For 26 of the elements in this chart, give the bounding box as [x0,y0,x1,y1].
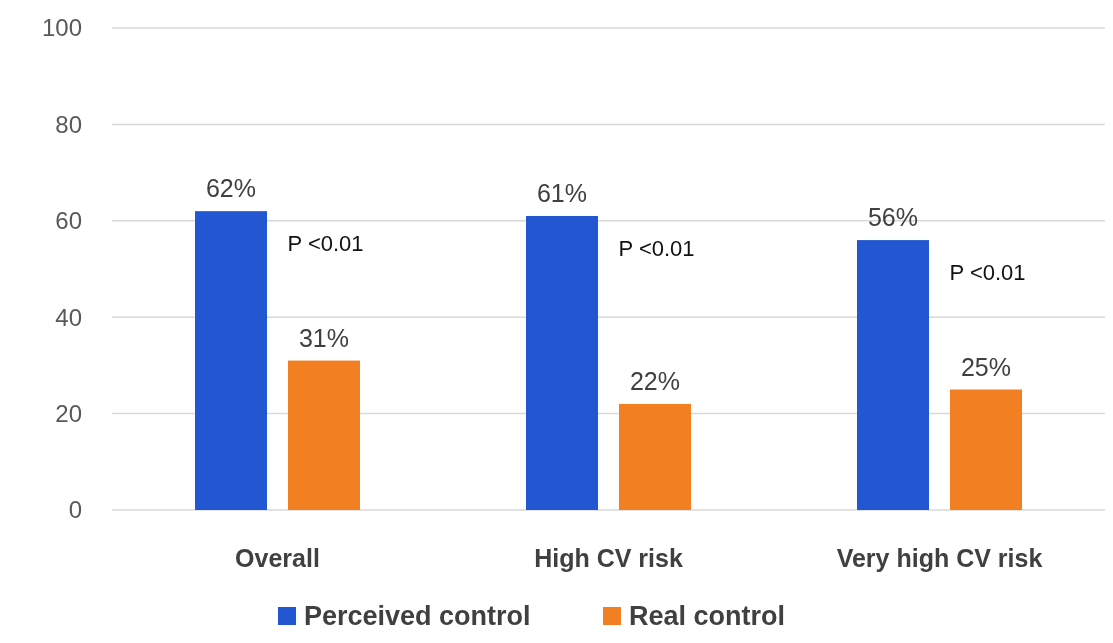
y-tick-label: 60 [55,207,82,235]
data-label: 62% [205,174,257,203]
legend-label: Perceived control [304,601,531,632]
annotation: P <0.01 [618,235,695,261]
y-tick-label: 80 [55,110,82,138]
data-label: 31% [298,323,350,352]
data-label: 61% [536,178,588,207]
annotation: P <0.01 [949,259,1026,285]
y-tick-label: 40 [55,303,82,331]
x-tick-label: Overall [235,544,320,572]
bar [619,403,691,510]
bar [288,360,360,510]
bar [857,240,929,510]
data-label: 22% [629,366,681,395]
annotation: P <0.01 [287,230,364,256]
x-tick-label: Very high CV risk [836,544,1043,572]
y-tick-label: 0 [68,496,82,524]
legend-label: Real control [629,601,786,632]
y-tick-label: 100 [41,14,82,42]
data-label: 25% [960,352,1012,381]
y-tick-label: 20 [55,400,82,427]
data-label: 56% [867,203,919,232]
bar [950,389,1022,510]
x-tick-label: High CV risk [534,544,683,572]
bar [526,215,598,510]
bar [195,211,267,510]
